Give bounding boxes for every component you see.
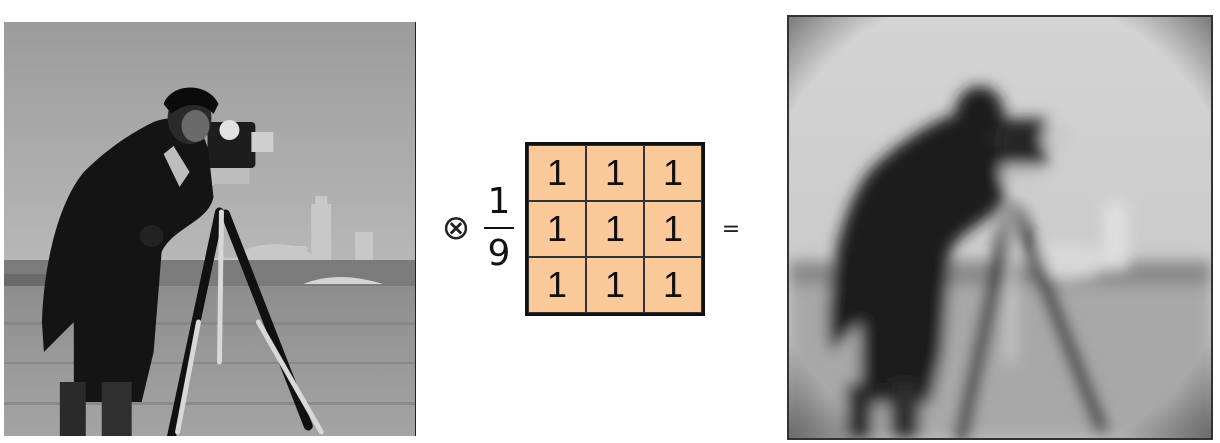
- fraction-numerator: 1: [487, 181, 511, 222]
- kernel-cell: 1: [586, 201, 644, 257]
- kernel-cell: 1: [644, 201, 702, 257]
- kernel-cell: 1: [528, 257, 586, 313]
- kernel-cell: 1: [586, 257, 644, 313]
- kernel-cell: 1: [644, 257, 702, 313]
- cameraman-blurred-photo: [789, 17, 1211, 438]
- blurred-result-image: [787, 15, 1213, 440]
- equals-sign: =: [721, 217, 741, 242]
- fraction-denominator: 9: [487, 233, 511, 274]
- kernel-cell: 1: [528, 201, 586, 257]
- kernel-cell: 1: [586, 145, 644, 201]
- original-image: [4, 22, 416, 436]
- cameraman-photo: [4, 22, 415, 436]
- averaging-kernel: 1 1 1 1 1 1 1 1 1: [525, 142, 705, 316]
- fraction-bar: [484, 227, 514, 229]
- kernel-cell: 1: [528, 145, 586, 201]
- normalization-fraction: 1 9: [478, 181, 520, 281]
- kernel-cell: 1: [644, 145, 702, 201]
- convolution-operator: ⊗: [441, 208, 471, 248]
